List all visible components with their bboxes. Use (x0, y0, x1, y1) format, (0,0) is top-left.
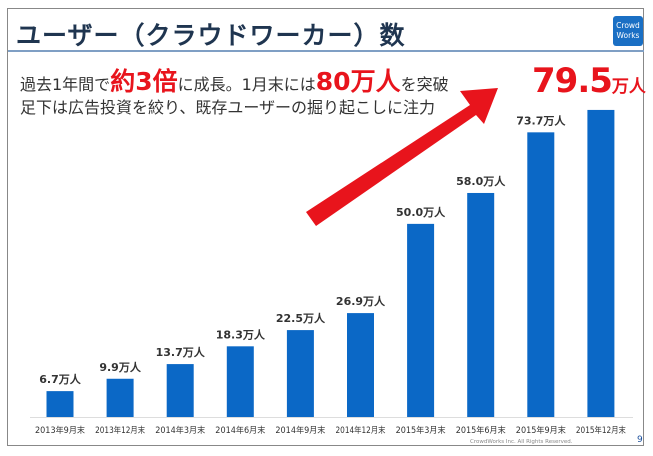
headline-text: 過去1年間で (20, 75, 111, 94)
data-label: 73.7万人 (516, 113, 566, 127)
bar (347, 313, 374, 417)
x-tick-label: 2015年9月末 (516, 425, 566, 436)
headline-text: に成長。1月末には (177, 75, 316, 94)
headline-emphasis: 約3倍 (110, 67, 178, 96)
data-label: 58.0万人 (456, 174, 506, 188)
data-label: 26.9万人 (336, 294, 386, 308)
x-tick-label: 2015年3月末 (396, 425, 446, 436)
page-number: 9 (637, 435, 643, 445)
data-label: 22.5万人 (276, 311, 326, 325)
x-tick-label: 2014年6月末 (215, 425, 265, 436)
callout-value: 79.5万人 (532, 62, 646, 106)
bar (527, 132, 555, 418)
slide-frame (7, 8, 644, 446)
x-tick-label: 2013年9月末 (35, 425, 85, 436)
logo-text: Crowd (616, 21, 640, 30)
x-tick-label: 2015年6月末 (456, 425, 506, 436)
x-tick-label: 2013年12月末 (95, 425, 145, 436)
bar (407, 223, 435, 417)
x-tick-label: 2014年9月末 (275, 425, 325, 436)
callout-number: 79.5 (532, 61, 613, 101)
headline: 過去1年間で約3倍に成長。1月末には80万人を突破 (20, 62, 449, 98)
bar (46, 391, 74, 417)
x-tick-label: 2014年12月末 (336, 425, 386, 436)
headline-text: を突破 (400, 75, 449, 94)
x-tick-label: 2014年3月末 (155, 425, 205, 436)
bar (286, 330, 314, 417)
slide-title: ユーザー（クラウドワーカー）数 (16, 21, 406, 50)
crowdworks-logo: Crowd Works (613, 16, 643, 46)
data-label: 13.7万人 (156, 345, 206, 359)
headline-emphasis: 80万人 (315, 67, 401, 96)
bar (467, 192, 495, 417)
copyright: CrowdWorks Inc. All Rights Reserved. (470, 439, 573, 445)
data-label: 9.9万人 (99, 360, 141, 374)
growth-arrow (306, 88, 498, 226)
data-label: 50.0万人 (396, 205, 446, 219)
data-label: 18.3万人 (216, 327, 266, 341)
x-tick-label: 2015年12月末 (576, 425, 626, 436)
bar (587, 109, 615, 418)
callout-unit: 万人 (611, 77, 646, 97)
bar (226, 346, 254, 417)
bar (166, 364, 194, 417)
subline: 足下は広告投資を絞り、既存ユーザーの掘り起こしに注力 (20, 98, 436, 117)
data-label: 6.7万人 (39, 372, 81, 386)
logo-text: Works (616, 31, 640, 40)
title-divider (8, 50, 644, 52)
bar (106, 378, 134, 417)
